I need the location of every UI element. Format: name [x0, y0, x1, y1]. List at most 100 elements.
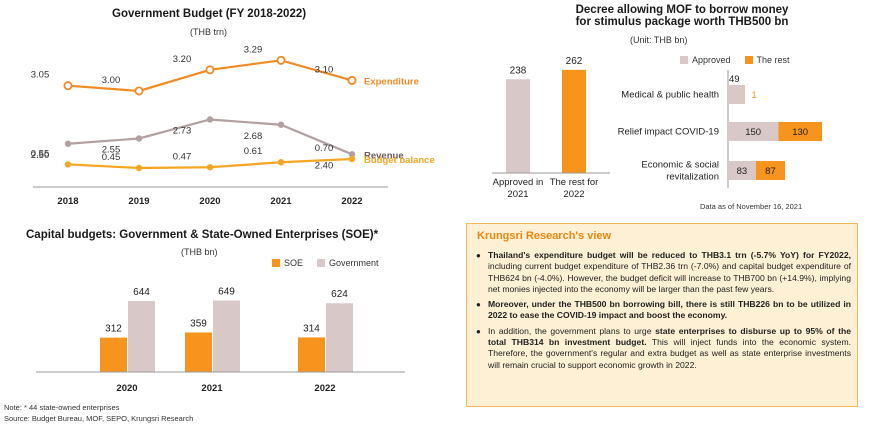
expenditure-point: [134, 86, 144, 96]
budget-balance-series-label: Budget balance: [364, 155, 435, 166]
budget-balance-point: [135, 164, 143, 172]
x-tick-label: 2021: [201, 383, 223, 394]
decree-unit: (Unit: THB bn): [630, 35, 688, 45]
category-label: revitalization: [666, 172, 719, 183]
legend-swatch-government: [317, 259, 326, 267]
legend-swatch-approved: [680, 56, 688, 64]
research-bullet-2-bold: Moreover, under the THB500 bn borrowing …: [488, 299, 851, 321]
expenditure-data-label: 3.29: [244, 44, 263, 55]
revenue-data-label: 2.40: [315, 160, 334, 171]
approved-bar-label: 238: [510, 65, 527, 76]
rest-bar-category-label: The rest for: [550, 177, 599, 188]
rest-segment-label: 130: [792, 127, 808, 138]
approved-segment-label: 150: [745, 127, 761, 138]
capital-bar-chart: 312 644 2020 359 649 2021 314 624 2022: [36, 286, 405, 394]
budget-line-chart: 3.05 3.00 3.20 3.29 3.10 Expenditure 2.50 2.55 2…: [31, 44, 435, 207]
rest-segment: [755, 161, 786, 180]
approved-segment-label: 49: [729, 74, 740, 85]
approved-segment: [728, 85, 745, 104]
revenue-point: [277, 121, 285, 128]
research-bullet-3: In addition, the government plans to urg…: [475, 326, 851, 371]
revenue-data-label: 2.50: [31, 150, 50, 161]
decree-legend: Approved The rest: [680, 55, 790, 65]
research-view-title: Krungsri Research's view: [477, 230, 612, 242]
soe-bar-label: 359: [190, 318, 207, 329]
x-tick-label: 2020: [199, 196, 220, 207]
x-tick-label: 2020: [116, 383, 137, 394]
rest-segment-label: 1: [751, 90, 756, 101]
research-bullet-1-text: including current budget expenditure of …: [488, 261, 851, 294]
revenue-point: [64, 140, 72, 147]
revenue-data-label: 2.73: [173, 125, 192, 136]
research-bullet-3-text-a: In addition, the government plans to urg…: [488, 325, 656, 336]
approved-bar-category-label: 2021: [507, 189, 528, 200]
approved-bar: [506, 79, 530, 173]
revenue-point: [206, 116, 214, 123]
revenue-data-label: 2.68: [244, 131, 263, 142]
research-bullet-1: Thailand's expenditure budget will be re…: [475, 250, 851, 295]
government-bar-label: 644: [133, 287, 150, 298]
revenue-series-label: Revenue: [364, 150, 404, 161]
capital-chart-unit: (THB bn): [181, 247, 218, 257]
research-view-box: Krungsri Research's view Thailand's expe…: [466, 223, 858, 407]
legend-label-government: Government: [329, 258, 379, 268]
rest-segment-label: 87: [765, 166, 776, 177]
approved-bar-category-label: Approved in: [493, 177, 544, 188]
budget-balance-data-label: 0.47: [173, 151, 192, 162]
category-label: Medical & public health: [621, 90, 719, 101]
expenditure-data-label: 3.00: [102, 75, 121, 86]
research-view-list: Thailand's expenditure budget will be re…: [475, 250, 851, 375]
expenditure-data-label: 3.20: [173, 54, 192, 65]
research-bullet-3-bold: state enterprises to disburse up to 95% …: [488, 325, 851, 348]
expenditure-point: [276, 55, 286, 65]
research-bullet-1-bold: Thailand's expenditure budget will be re…: [488, 250, 851, 260]
soe-bar: [298, 337, 325, 372]
x-tick-label: 2018: [57, 196, 78, 207]
x-tick-label: 2022: [341, 196, 362, 207]
revenue-data-label: 2.55: [102, 144, 121, 155]
government-bar: [213, 300, 240, 372]
budget-balance-point: [348, 155, 356, 163]
expenditure-series-label: Expenditure: [364, 76, 419, 87]
approved-segment: [728, 161, 756, 180]
expenditure-point: [205, 65, 215, 75]
legend-swatch-soe: [272, 259, 280, 267]
approved-segment: [728, 122, 779, 141]
research-bullet-3-text-b: This will inject funds into the economic…: [488, 337, 851, 370]
capital-legend: SOE Government: [272, 258, 379, 268]
budget-balance-data-label: 0.55: [31, 148, 50, 159]
decree-title-line2: for stimulus package worth THB500 bn: [575, 16, 789, 28]
budget-balance-point: [64, 161, 72, 168]
legend-label-approved: Approved: [692, 55, 731, 65]
budget-balance-point: [277, 159, 285, 166]
legend-swatch-rest: [744, 56, 753, 64]
budget-balance-data-label: 0.70: [315, 143, 334, 154]
budget-balance-data-label: 0.45: [102, 152, 121, 163]
government-bar: [128, 301, 155, 372]
government-bar: [326, 303, 353, 372]
rest-bar: [562, 69, 586, 173]
rest-bar-label: 262: [566, 56, 583, 67]
government-bar-label: 649: [218, 286, 235, 297]
legend-label-rest: The rest: [756, 55, 790, 65]
research-bullet-2: Moreover, under the THB500 bn borrowing …: [475, 299, 851, 322]
expenditure-point: [63, 81, 73, 91]
budget-chart-unit: (THB trn): [190, 27, 227, 37]
decree-data-note: Data as of November 16, 2021: [700, 202, 803, 211]
expenditure-data-label: 3.05: [31, 70, 50, 81]
x-tick-label: 2021: [270, 196, 292, 207]
approved-segment-label: 83: [737, 166, 748, 177]
legend-label-soe: SOE: [284, 258, 304, 268]
decree-title: Decree allowing MOF to borrow money for …: [562, 4, 802, 28]
capital-chart-title: Capital budgets: Government & State-Owne…: [26, 229, 379, 241]
soe-bar-label: 312: [105, 324, 122, 335]
rest-bar-category-label: 2022: [563, 189, 584, 200]
decree-title-line1: Decree allowing MOF to borrow money: [575, 4, 789, 16]
budget-balance-data-label: 0.61: [244, 146, 263, 157]
soe-bar: [100, 337, 127, 372]
decree-stacked-bar-chart: 49 1 Medical & public health 150 130 Relief i…: [618, 70, 822, 188]
budget-balance-point: [206, 164, 214, 171]
category-label: Relief impact COVID-19: [618, 127, 719, 138]
footnote-note: Note: * 44 state-owned enterprises: [4, 403, 120, 412]
